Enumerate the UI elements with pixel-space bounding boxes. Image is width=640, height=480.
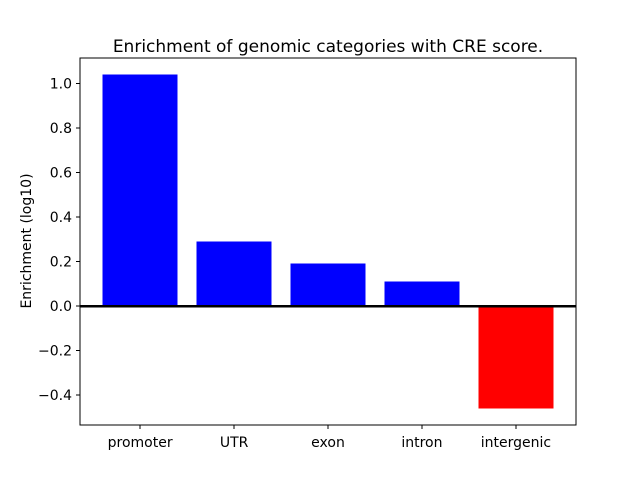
y-tick-label: 0.6 [50,166,72,182]
y-tick-label: 0.4 [50,210,72,226]
x-tick-label: promoter [108,435,173,451]
y-tick-label: 0.0 [50,299,72,315]
bar-intron [384,281,460,306]
x-tick-label: intron [401,435,442,451]
y-tick-label: −0.2 [38,344,72,360]
y-axis-label: Enrichment (log10) [19,173,35,309]
x-tick-label: UTR [220,435,249,451]
bar-promoter [102,74,178,306]
x-tick-label: intergenic [481,435,551,451]
bar-intergenic [478,306,554,409]
y-tick-label: 0.2 [50,255,72,271]
chart-title: Enrichment of genomic categories with CR… [112,37,544,57]
bar-UTR [196,241,272,306]
x-tick-label: exon [311,435,345,451]
bar-exon [290,263,366,306]
y-tick-label: −0.4 [38,388,72,404]
y-tick-label: 1.0 [50,77,72,93]
y-tick-label: 0.8 [50,121,72,137]
